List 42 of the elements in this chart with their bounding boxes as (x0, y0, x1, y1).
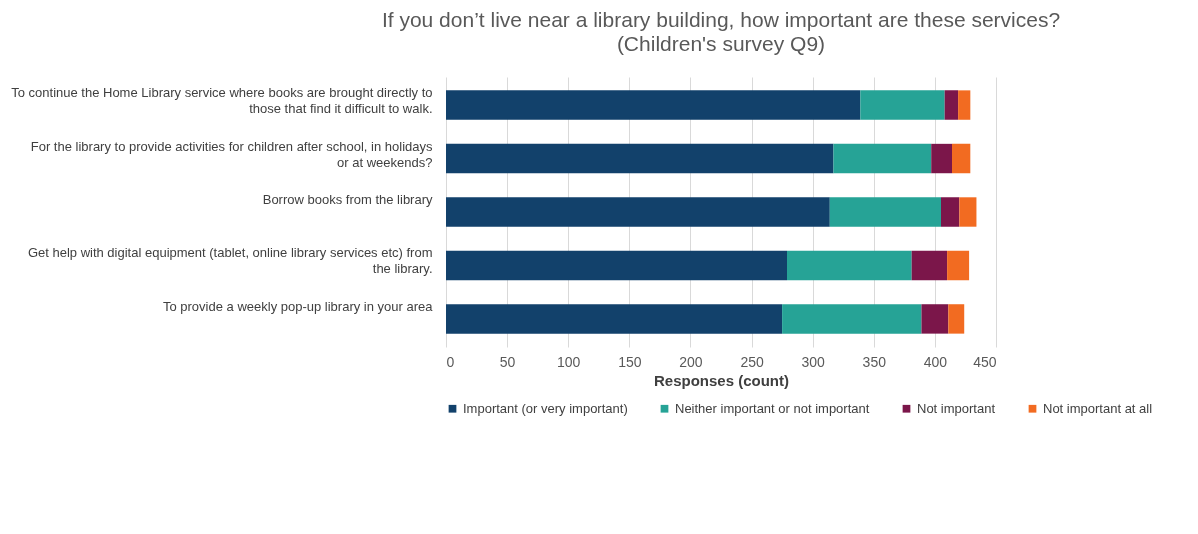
x-tick-label: 50 (499, 353, 516, 370)
bar (833, 143, 932, 174)
bar (948, 304, 965, 334)
bar (782, 304, 922, 334)
x-tick-label: 400 (923, 353, 948, 370)
legend-label: Important (or very important) (463, 400, 628, 416)
chart-subtitle: (Children's survey Q9) (616, 32, 826, 55)
bar (446, 90, 861, 120)
legend-label: Not important at all (1043, 400, 1153, 416)
x-tick-label: 450 (973, 353, 997, 370)
bar (446, 304, 783, 334)
bar (952, 143, 971, 174)
y-tick-label: Borrow books from the library (262, 192, 433, 207)
bar (787, 250, 912, 281)
x-tick-label: 350 (862, 353, 887, 370)
y-tick-label: Get help with digital equipment (tablet, online library services etc) from the library. (27, 245, 433, 277)
legend-label: Neither important or not important (675, 400, 870, 416)
chart-title: If you don’t live near a library building, how important are these services? (381, 8, 1061, 31)
x-tick-label: 0 (446, 353, 455, 370)
bar (921, 304, 949, 334)
bar (911, 250, 948, 281)
bar (959, 197, 977, 227)
x-tick-label: 200 (679, 353, 703, 370)
bar (947, 250, 970, 281)
x-tick-label: 150 (618, 353, 642, 370)
bar (944, 90, 959, 120)
x-axis-title: Responses (count) (653, 371, 790, 389)
bar (446, 197, 830, 227)
x-tick-label: 100 (557, 353, 581, 370)
bar (931, 143, 952, 174)
bar (958, 90, 971, 120)
bar (860, 90, 945, 120)
x-tick-label: 250 (740, 353, 764, 370)
y-tick-label: For the library to provide activities for children after school, in holidays or at weekends? (30, 138, 433, 170)
y-tick-label: To provide a weekly pop-up library in your area (162, 298, 434, 314)
x-tick-label: 300 (801, 353, 826, 370)
y-tick-label: To continue the Home Library service where books are brought directly to those that find it difficult to walk. (11, 85, 433, 117)
legend-label: Not important (917, 400, 996, 416)
bar (446, 250, 787, 281)
bar (941, 197, 960, 227)
bar (446, 143, 834, 174)
bar (829, 197, 941, 227)
